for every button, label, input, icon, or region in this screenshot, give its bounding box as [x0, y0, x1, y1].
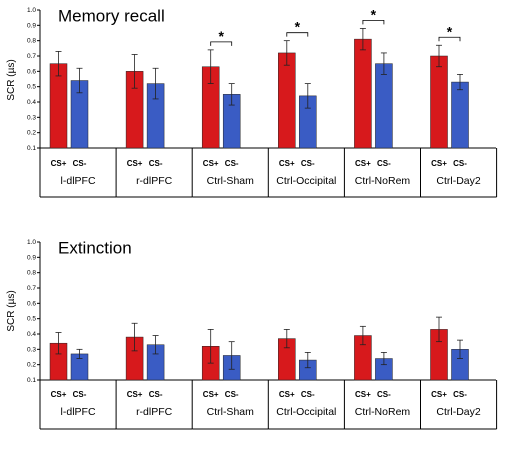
chart-title: Extinction [58, 238, 132, 257]
significance-star: * [218, 28, 224, 44]
y-tick-label: 0.2 [27, 130, 36, 137]
bar-label: CS- [73, 159, 87, 168]
bar-label: CS- [149, 390, 163, 399]
significance-bracket [362, 20, 385, 25]
bar-label: CS+ [203, 159, 219, 168]
bar-label: CS- [453, 159, 467, 168]
category-label: Ctrl-Day2 [436, 175, 480, 187]
bar-label: CS+ [431, 159, 447, 168]
bar-label: CS+ [127, 159, 143, 168]
y-tick-label: 0.7 [27, 53, 36, 60]
bar-cs-plus [354, 38, 372, 149]
chart-panel-extinction: 0.1 0.2 0.3 0.4 0.5 0.6 0.7 0.8 0.9 1.0 SCR (µs) Ex… [6, 238, 498, 430]
significance-bracket [210, 41, 233, 46]
bar-cs-minus [375, 63, 393, 149]
significance-star: * [447, 23, 453, 39]
category-label: Ctrl-Day2 [436, 406, 480, 418]
bar-label: CS+ [127, 390, 143, 399]
bar-label: CS+ [431, 390, 447, 399]
y-tick-label: 0.5 [27, 84, 36, 91]
bar-cs-minus [451, 81, 469, 149]
category-label: l-dlPFC [61, 406, 96, 418]
bar-label: CS- [377, 390, 391, 399]
y-tick-label: 0.6 [27, 68, 36, 75]
category-label: Ctrl-Sham [207, 406, 255, 418]
significance-bracket [438, 36, 461, 42]
y-tick-label: 1.0 [27, 239, 36, 246]
category-label: Ctrl-Sham [207, 175, 255, 187]
bar-label: CS+ [355, 390, 371, 399]
bar-label: CS+ [279, 159, 295, 168]
category-label: Ctrl-Occipital [276, 175, 336, 187]
bar-cs-plus [430, 55, 448, 149]
bar-label: CS+ [51, 159, 67, 168]
bar-label: CS- [453, 390, 467, 399]
y-tick-label: 0.4 [27, 331, 36, 338]
significance-star: * [295, 19, 301, 35]
bar-label: CS- [149, 159, 163, 168]
bar-label: CS- [301, 390, 315, 399]
category-label: r-dlPFC [136, 175, 173, 187]
category-label: Ctrl-NoRem [355, 175, 411, 187]
bar-label: CS+ [203, 390, 219, 399]
bar-label: CS- [377, 159, 391, 168]
bar-label: CS- [301, 159, 315, 168]
category-label: l-dlPFC [61, 175, 96, 187]
y-tick-label: 0.4 [27, 99, 36, 106]
y-tick-label: 0.1 [27, 377, 36, 384]
category-label: r-dlPFC [136, 406, 173, 418]
bar-label: CS+ [51, 390, 67, 399]
bar-label: CS- [225, 159, 239, 168]
y-axis-label: SCR (µs) [6, 290, 17, 331]
y-tick-label: 0.7 [27, 285, 36, 292]
y-tick-label: 1.0 [27, 7, 36, 14]
y-tick-label: 0.5 [27, 316, 36, 323]
y-tick-label: 0.9 [27, 254, 36, 261]
chart-title: Memory recall [58, 6, 165, 25]
bar-label: CS- [225, 390, 239, 399]
significance-bracket [286, 32, 309, 37]
y-tick-label: 0.2 [27, 362, 36, 369]
bar-label: CS+ [355, 159, 371, 168]
y-tick-label: 0.9 [27, 22, 36, 29]
y-tick-label: 0.6 [27, 300, 36, 307]
bar-label: CS- [73, 390, 87, 399]
y-tick-label: 0.1 [27, 145, 36, 152]
significance-star: * [371, 6, 377, 22]
chart-panel-memory-recall: 0.1 0.2 0.3 0.4 0.5 0.6 0.7 0.8 0.9 1.0 SCR (µs) Me… [6, 6, 498, 198]
y-tick-label: 0.8 [27, 38, 36, 45]
y-tick-label: 0.3 [27, 114, 36, 121]
y-tick-label: 0.3 [27, 346, 36, 353]
y-tick-label: 0.8 [27, 270, 36, 277]
bar-label: CS+ [279, 390, 295, 399]
category-label: Ctrl-NoRem [355, 406, 411, 418]
category-label: Ctrl-Occipital [276, 406, 336, 418]
y-axis-label: SCR (µs) [6, 59, 17, 100]
bar-cs-plus [278, 52, 296, 149]
